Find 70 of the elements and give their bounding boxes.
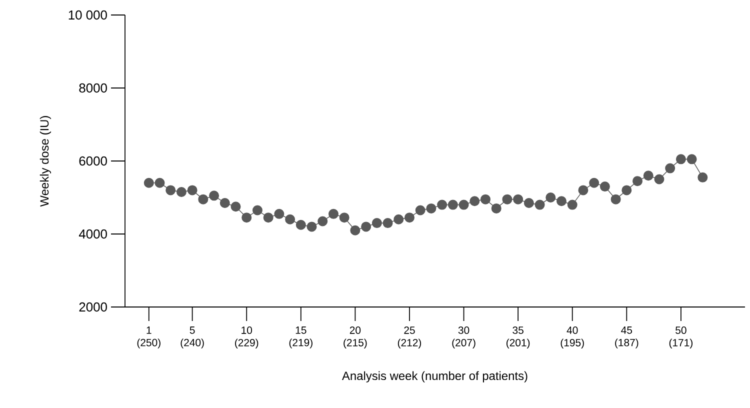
point [187, 185, 198, 196]
point [252, 205, 262, 216]
point [382, 218, 393, 228]
point [339, 212, 350, 223]
point [209, 190, 220, 201]
x-tick-label: 1 (250) [137, 326, 160, 348]
point [676, 154, 686, 164]
point [643, 170, 654, 181]
point [415, 205, 426, 216]
point [556, 196, 566, 206]
x-tick-label: 45 (187) [615, 326, 638, 348]
point [480, 194, 490, 204]
point [166, 185, 176, 196]
point [242, 212, 252, 223]
x-tick-label: 35 (201) [506, 326, 530, 348]
x-tick-label: 10 (229) [235, 326, 258, 348]
x-tick-label: 20 (215) [344, 326, 367, 348]
y-tick-label: 10 000 [68, 10, 107, 20]
point [437, 200, 448, 210]
point [230, 202, 241, 212]
point [513, 194, 524, 204]
point [372, 218, 382, 228]
y-tick-label: 8000 [79, 83, 107, 93]
point [361, 222, 372, 232]
y-tick-label: 2000 [79, 302, 107, 312]
point [589, 178, 600, 188]
point [686, 154, 697, 164]
point [502, 194, 512, 204]
point [404, 212, 414, 223]
point [578, 185, 588, 196]
point [263, 212, 274, 223]
y-axis-title: Weekly dose (IU) [40, 116, 52, 207]
point [274, 208, 284, 219]
y-tick-label: 6000 [79, 156, 107, 166]
point [285, 214, 296, 224]
point [154, 178, 165, 188]
point [318, 216, 328, 226]
point [622, 185, 632, 196]
point [534, 200, 545, 210]
point [458, 200, 469, 210]
point [198, 194, 208, 204]
point [491, 203, 502, 214]
point [296, 220, 306, 230]
point [448, 200, 458, 210]
point [524, 198, 534, 208]
point [426, 203, 436, 214]
point [665, 163, 676, 174]
point [546, 192, 556, 202]
point [600, 182, 610, 192]
point [470, 196, 480, 206]
point [306, 222, 317, 232]
point [567, 200, 578, 210]
y-tick-label: 4000 [78, 229, 107, 239]
x-axis-title: Analysis week (number of patients) [342, 371, 528, 382]
x-tick-label: 15 (219) [289, 326, 312, 348]
point [350, 225, 360, 236]
point [144, 178, 154, 188]
x-tick-label: 25 (212) [398, 326, 422, 348]
x-tick-label: 30 (207) [452, 326, 476, 348]
point [632, 176, 643, 186]
point [328, 208, 338, 219]
point [610, 194, 621, 204]
point [698, 172, 708, 182]
x-tick-label: 40 (195) [560, 326, 584, 348]
point [654, 174, 664, 184]
point [394, 214, 404, 224]
x-tick-label: 50 (171) [669, 326, 692, 348]
point [176, 187, 186, 198]
x-tick-label: 5 (240) [180, 326, 204, 348]
point [220, 198, 230, 208]
